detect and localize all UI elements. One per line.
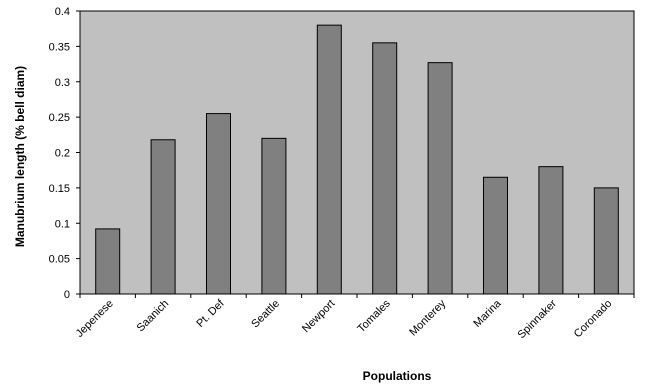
bar-seattle bbox=[261, 137, 287, 295]
y-tick-label: 0.35 bbox=[49, 41, 70, 53]
y-tick-label: 0.15 bbox=[49, 183, 70, 195]
x-tick-label: Jepenese bbox=[74, 298, 116, 340]
x-tick-label: Seattle bbox=[249, 298, 282, 331]
x-tick-label: Tomales bbox=[355, 297, 393, 335]
x-tick-label: Newport bbox=[300, 298, 337, 335]
y-tick-label: 0 bbox=[64, 289, 70, 301]
x-tick-label: Spinnaker bbox=[516, 297, 560, 341]
y-tick-label: 0.05 bbox=[49, 254, 70, 266]
y-tick-label: 0.1 bbox=[55, 218, 70, 230]
x-tick-label: Marina bbox=[471, 297, 504, 330]
bar-coronado bbox=[593, 187, 619, 295]
x-tick-label: Pt. Def bbox=[194, 297, 227, 330]
y-tick-label: 0.25 bbox=[49, 112, 70, 124]
bar-marina bbox=[483, 176, 508, 295]
bar-newport bbox=[316, 24, 342, 295]
y-axis-title: Manubrium length (% bell diam) bbox=[13, 66, 27, 247]
bar-tomales bbox=[372, 42, 398, 295]
bars-group bbox=[95, 24, 619, 295]
bar-spinnaker bbox=[538, 166, 564, 295]
x-axis-title: Populations bbox=[363, 369, 432, 383]
x-tick-label: Monterey bbox=[407, 297, 448, 338]
y-tick-label: 0.3 bbox=[55, 77, 70, 89]
y-axis-ticks: 0 0.05 0.1 0.15 0.2 0.25 0.3 0.35 0.4 bbox=[49, 6, 80, 301]
bar-monterey bbox=[427, 62, 453, 295]
y-tick-label: 0.4 bbox=[55, 6, 70, 18]
x-axis-ticks: Jepenese Saanich Pt. Def Seattle Newport Toma… bbox=[74, 294, 635, 341]
x-tick-label: Coronado bbox=[572, 298, 615, 341]
x-tick-label: Saanich bbox=[135, 298, 172, 335]
bar-jepenese bbox=[95, 228, 121, 295]
bar-saanich bbox=[150, 139, 176, 295]
bar-pt-def bbox=[206, 113, 231, 295]
y-tick-label: 0.2 bbox=[55, 148, 70, 160]
